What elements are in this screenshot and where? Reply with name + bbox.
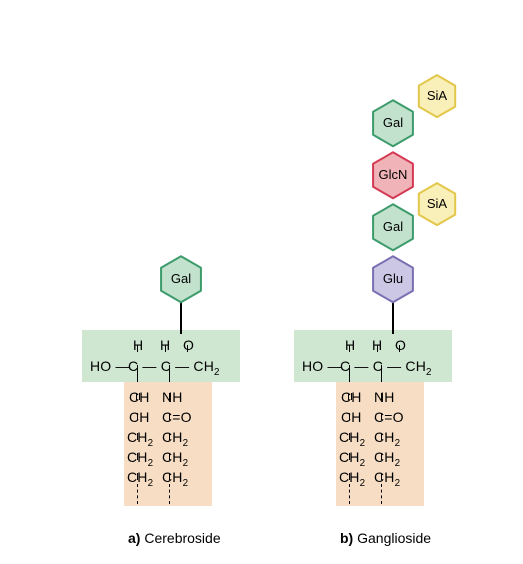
chem-text: CH2	[339, 469, 365, 489]
bond-dash	[137, 484, 138, 504]
bond-tick	[137, 473, 138, 480]
bond-tick	[381, 473, 382, 480]
chem-text: CH2	[162, 449, 188, 469]
bond-tick	[137, 453, 138, 460]
bond-double	[348, 393, 349, 400]
chem-text: O	[395, 337, 406, 353]
bond-tick	[169, 393, 170, 400]
bond-tick	[187, 345, 188, 352]
bond-tick	[381, 413, 382, 420]
bond-tick	[381, 393, 382, 400]
chem-text: O	[183, 337, 194, 353]
bond-link	[392, 302, 394, 334]
sugar-hex-b-sia2: SiA	[416, 73, 458, 119]
chem-text: CH2	[339, 449, 365, 469]
chem-text: CH	[341, 409, 362, 425]
caption: a) Cerebroside	[128, 530, 221, 546]
chem-text: HO —	[90, 358, 130, 374]
bond-tick	[349, 365, 350, 382]
chem-text: CH2	[127, 469, 153, 489]
chem-text: CH2	[162, 469, 188, 489]
bond-tick	[349, 433, 350, 440]
chem-text: CH2	[162, 429, 188, 449]
bond-tick	[137, 365, 138, 382]
bond-tick	[137, 345, 138, 352]
chem-text: CH2	[339, 429, 365, 449]
chem-text: H	[133, 337, 143, 353]
bond-tick	[349, 345, 350, 352]
chem-text: HO —	[302, 358, 342, 374]
chem-text: CH2	[374, 469, 400, 489]
sugar-hex-a-gal: Gal	[158, 254, 204, 305]
bond-tick	[381, 453, 382, 460]
bond-tick	[377, 345, 378, 352]
bond-tick	[169, 413, 170, 420]
bond-dash	[169, 484, 170, 504]
sugar-hex-b-gal1: Gal	[370, 202, 416, 253]
bond-dash	[349, 484, 350, 504]
chem-text: C — C — CH2	[340, 358, 432, 378]
bond-tick	[169, 453, 170, 460]
bond-tick	[381, 365, 382, 382]
chem-text: H	[345, 337, 355, 353]
bond-tick	[137, 413, 138, 420]
bond-double	[139, 393, 140, 400]
sugar-hex-b-gal2: Gal	[370, 98, 416, 149]
sugar-hex-b-sia1: SiA	[416, 181, 458, 227]
chem-text: C — C — CH2	[128, 358, 220, 378]
bond-tick	[165, 345, 166, 352]
chem-text: C=O	[162, 409, 192, 425]
bond-tick	[399, 345, 400, 352]
chem-text: CH2	[374, 429, 400, 449]
chem-text: CH2	[127, 429, 153, 449]
bond-tick	[349, 453, 350, 460]
bond-tick	[169, 473, 170, 480]
caption: b) Ganglioside	[340, 530, 431, 546]
bond-tick	[349, 413, 350, 420]
bond-link	[180, 302, 182, 334]
chem-text: C=O	[374, 409, 404, 425]
bond-tick	[169, 433, 170, 440]
chem-text: CH	[129, 409, 150, 425]
chem-text: NH	[374, 389, 395, 405]
chem-text: CH2	[127, 449, 153, 469]
sugar-hex-b-glcn: GlcN	[370, 150, 416, 201]
bond-double	[351, 393, 352, 400]
chem-text: CH2	[374, 449, 400, 469]
bond-tick	[169, 365, 170, 382]
chem-text: NH	[162, 389, 183, 405]
bond-tick	[381, 433, 382, 440]
bond-dash	[381, 484, 382, 504]
bond-tick	[137, 433, 138, 440]
diagram-stage: Gal Glu Gal GlcN Gal SiA SiAHHOHO —C — C…	[0, 0, 523, 564]
bond-double	[136, 393, 137, 400]
sugar-hex-b-glu: Glu	[370, 254, 416, 305]
bond-tick	[349, 473, 350, 480]
